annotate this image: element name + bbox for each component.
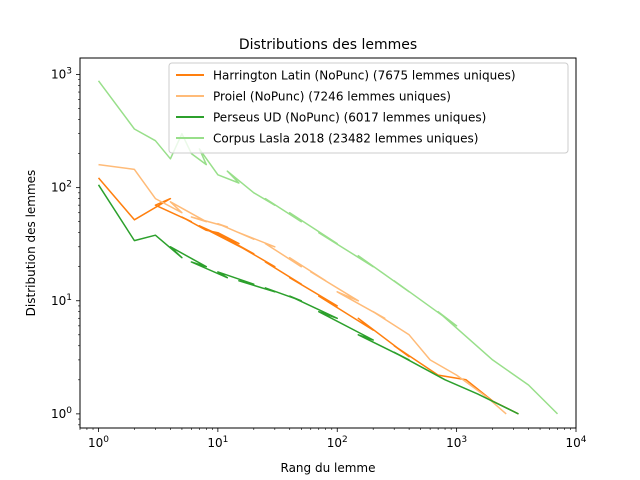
series-line-2 <box>98 163 507 415</box>
series-line-1 <box>97 177 519 415</box>
x-tick-label: 100 <box>88 435 109 450</box>
legend-label-2: Proiel (NoPunc) (7246 lemmes uniques) <box>213 90 451 104</box>
chart-title: Distributions des lemmes <box>239 37 417 53</box>
legend-box <box>168 62 569 154</box>
legend: Harrington Latin (NoPunc) (7675 lemmes u… <box>168 62 569 154</box>
x-tick-label: 103 <box>446 435 467 450</box>
y-axis-ticks: 100 101 102 103 <box>51 67 80 426</box>
legend-label-4: Corpus Lasla 2018 (23482 lemmes uniques) <box>213 132 478 146</box>
x-tick-label: 101 <box>207 435 228 450</box>
y-axis-label: Distribution des lemmes <box>24 170 38 317</box>
y-tick-label: 103 <box>51 67 72 82</box>
y-tick-label: 100 <box>51 406 72 421</box>
legend-label-3: Perseus UD (NoPunc) (6017 lemmes uniques… <box>213 111 486 125</box>
axes-frame <box>79 57 577 429</box>
x-axis-label: Rang du lemme <box>281 461 376 475</box>
legend-label-1: Harrington Latin (NoPunc) (7675 lemmes u… <box>213 69 516 83</box>
x-tick-label: 104 <box>565 435 586 450</box>
x-axis-ticks: 100 101 102 103 104 <box>79 428 587 450</box>
y-tick-label: 101 <box>51 293 72 308</box>
x-tick-label: 102 <box>327 435 348 450</box>
series-line-3 <box>97 184 519 415</box>
y-tick-label: 102 <box>51 180 72 195</box>
